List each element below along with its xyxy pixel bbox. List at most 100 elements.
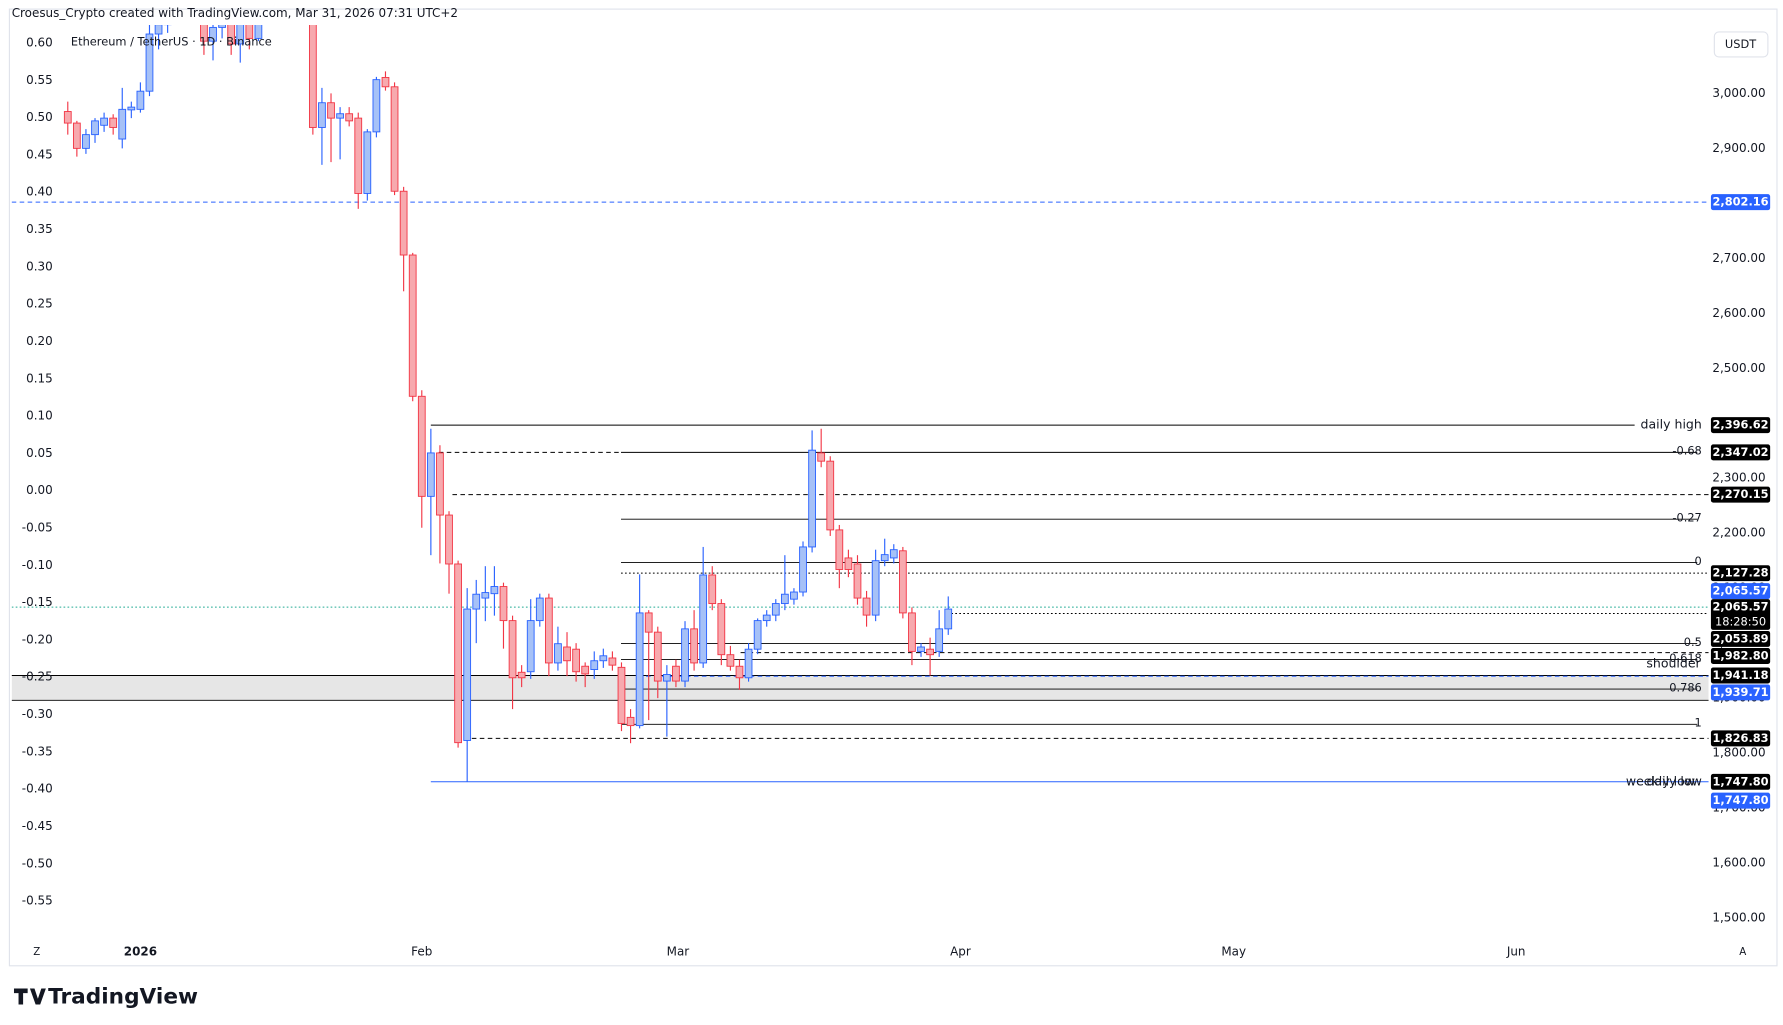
price-label: 2,802.16	[1712, 195, 1768, 209]
y2-tick-label: 0.00	[26, 483, 53, 497]
brand: TradingView	[48, 985, 198, 1010]
annotation: shoulder	[1646, 656, 1701, 671]
y2-tick-label: 0.45	[26, 147, 53, 161]
candle-body	[236, 25, 245, 45]
x-tick-label: Mar	[667, 945, 690, 959]
y2-tick-label: -0.05	[22, 520, 53, 534]
candle-body	[426, 452, 435, 497]
candle-body	[136, 90, 145, 110]
y2-tick-label: -0.25	[22, 670, 53, 684]
candle-body	[726, 654, 735, 667]
fib-label: 0.618	[1669, 651, 1702, 665]
candle-body	[744, 648, 753, 679]
candle-body	[82, 134, 90, 149]
candle-body	[472, 593, 481, 610]
currency-button[interactable]	[1713, 31, 1769, 58]
y2-tick-label: -0.20	[22, 632, 53, 646]
candle-body	[653, 631, 662, 682]
y2-tick-label: -0.30	[22, 707, 53, 721]
candle-body	[200, 25, 208, 42]
currency[interactable]: USDT	[1725, 37, 1756, 51]
chart-frame	[8, 8, 1778, 967]
candle-body	[191, 0, 198, 5]
y-tick-label: 2,700.00	[1712, 251, 1765, 265]
price-label: 2,347.02	[1712, 445, 1768, 459]
candle-body	[880, 554, 889, 562]
price-label: 2,065.57	[1712, 584, 1768, 598]
candle-body	[91, 120, 99, 136]
candle-body	[790, 591, 798, 600]
candle-body	[436, 452, 444, 516]
price-box	[1710, 730, 1771, 747]
candle-body	[635, 612, 644, 727]
candle-body	[699, 574, 708, 664]
candle-body	[245, 25, 254, 39]
candle-body	[917, 646, 925, 652]
candle-body	[826, 460, 835, 531]
y2-tick-label: 0.25	[26, 297, 53, 311]
fib-label: 0.786	[1669, 680, 1702, 694]
corner-label: Z	[33, 946, 40, 958]
candle-body	[508, 620, 517, 679]
price-box	[1710, 417, 1771, 434]
y2-tick-label: 0.15	[26, 371, 53, 385]
candle-body	[127, 106, 136, 111]
candle-body	[490, 586, 499, 595]
price-box	[1710, 684, 1771, 701]
price-label: 1,939.71	[1712, 685, 1768, 699]
y-tick-label: 3,000.00	[1712, 86, 1765, 100]
candle-body	[599, 655, 608, 662]
candle-body	[717, 603, 726, 656]
zone	[11, 675, 1709, 701]
y2-tick-label: -0.15	[22, 595, 53, 609]
y2-tick-label: -0.55	[22, 894, 53, 908]
candle-body	[853, 563, 862, 599]
candle-body	[145, 33, 154, 92]
price-label: 2,270.15	[1712, 487, 1768, 501]
candle-body	[844, 557, 853, 570]
candle-body	[898, 550, 907, 614]
y2-tick-label: 0.50	[26, 110, 53, 124]
price-box	[1710, 444, 1771, 461]
y-tick-label: 1,800.00	[1712, 746, 1765, 760]
y2-tick-label: 0.55	[26, 73, 53, 87]
candle-body	[662, 674, 671, 682]
candle-body	[118, 108, 127, 140]
x-tick-label: Apr	[950, 945, 971, 959]
y2-tick-label: 0.05	[26, 446, 53, 460]
candle-body	[563, 646, 571, 662]
candle-body	[735, 665, 744, 679]
y-tick-label: 2,900.00	[1712, 141, 1765, 155]
x-tick-label: 2026	[124, 945, 157, 959]
candle-body	[481, 592, 490, 599]
y2-tick-label: 0.30	[26, 259, 53, 273]
candle-body	[526, 620, 535, 673]
candle-body	[780, 593, 789, 605]
candle-body	[871, 560, 880, 616]
candle-body	[926, 648, 934, 656]
candle-body	[499, 586, 508, 622]
level-text: weekly low	[1626, 773, 1695, 788]
symbol-legend: Ethereum / TetherUS · 1D · Binance	[71, 35, 272, 49]
logo-icon	[13, 988, 46, 1005]
candle-body	[218, 25, 226, 28]
candle-body	[681, 628, 689, 682]
candle-body	[72, 122, 81, 149]
y-tick-label: 2,200.00	[1712, 526, 1765, 540]
candle-body	[535, 597, 544, 622]
price-label: 2,065.57	[1712, 600, 1768, 614]
y2-tick-label: -0.10	[22, 558, 53, 572]
candle-body	[771, 603, 780, 616]
candle-body	[345, 113, 354, 122]
price-box	[1710, 194, 1771, 211]
y2-tick-label: -0.45	[22, 819, 53, 833]
y2-tick-label: 0.20	[26, 334, 53, 348]
candle-body	[572, 648, 580, 673]
candle-body	[109, 117, 118, 128]
price-label: 2,396.62	[1712, 418, 1768, 432]
candle-body	[381, 76, 390, 88]
candle-body	[908, 612, 916, 652]
plot	[11, 0, 1709, 783]
y2-tick-label: -0.35	[22, 744, 53, 758]
candle-body	[817, 452, 826, 462]
